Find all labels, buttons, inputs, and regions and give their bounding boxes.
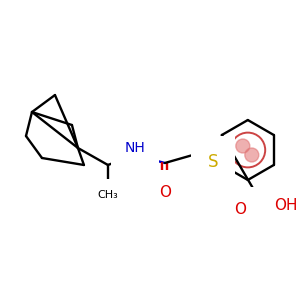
Text: O: O [234, 202, 246, 217]
Text: S: S [208, 153, 218, 171]
Circle shape [245, 148, 259, 162]
Text: NH: NH [124, 141, 145, 155]
Text: O: O [159, 185, 171, 200]
Text: OH: OH [274, 199, 298, 214]
Text: CH₃: CH₃ [98, 190, 118, 200]
Circle shape [236, 139, 250, 153]
